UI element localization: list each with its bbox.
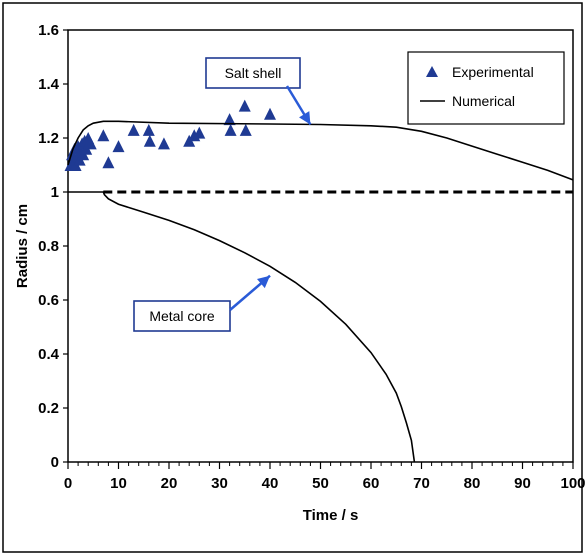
experimental-point [193, 126, 206, 139]
x-tick-label: 90 [514, 475, 531, 492]
numerical-line-1 [67, 120, 574, 181]
y-tick-label: 0.6 [38, 292, 59, 309]
experimental-point [239, 123, 252, 136]
y-tick-label: 0.4 [38, 346, 60, 363]
experimental-point [143, 134, 156, 147]
experimental-point [264, 107, 276, 120]
x-axis-title: Time / s [303, 507, 359, 524]
annotation-metal-core: Metal core [133, 274, 271, 332]
y-tick-label: 0 [51, 454, 59, 471]
annotation-arrow-head [299, 111, 311, 125]
x-tick-label: 0 [64, 475, 72, 492]
numerical-line-2 [68, 191, 416, 463]
x-tick-label: 40 [262, 475, 279, 492]
legend: Experimental Numerical [407, 51, 565, 125]
legend-label: Numerical [452, 93, 515, 109]
experimental-point [157, 137, 170, 150]
annotation-box [205, 57, 301, 89]
x-tick-label: 70 [413, 475, 430, 492]
y-tick-label: 1.4 [38, 76, 60, 93]
experimental-point [223, 113, 236, 126]
legend-marker-triangle [426, 66, 438, 77]
annotation-arrow-head [256, 275, 270, 289]
experimental-point [97, 129, 110, 142]
annotation-label: Salt shell [225, 65, 282, 81]
plot-layer: 0 0.2 0.4 0.6 0.8 1 1.2 1.4 1.6 0 10 20 30 40 50 60 70 80… [14, 22, 585, 524]
x-tick-label: 20 [161, 475, 178, 492]
annotation-label: Metal core [149, 308, 215, 324]
legend-label: Experimental [452, 64, 534, 80]
experimental-point [224, 123, 237, 136]
x-tick-label: 100 [560, 475, 585, 492]
legend-box [407, 51, 565, 125]
annotation-salt-shell: Salt shell [205, 57, 312, 126]
y-tick-label: 0.8 [38, 238, 59, 255]
x-tick-label: 10 [110, 475, 127, 492]
experimental-point [112, 140, 125, 153]
experimental-point [102, 156, 115, 169]
x-tick-label: 80 [464, 475, 481, 492]
x-tick-label: 30 [211, 475, 228, 492]
x-tick-label: 50 [312, 475, 329, 492]
x-tick-label: 60 [363, 475, 380, 492]
experimental-point [127, 123, 140, 136]
y-tick-label: 0.2 [38, 400, 59, 417]
y-tick-label: 1.2 [38, 130, 59, 147]
y-axis-title: Radius / cm [14, 204, 31, 288]
experimental-point [84, 137, 97, 150]
experimental-point [238, 99, 251, 112]
experimental-point [142, 123, 155, 136]
y-tick-label: 1.6 [38, 22, 59, 39]
annotation-box [133, 300, 231, 332]
y-tick-label: 1 [51, 184, 59, 201]
